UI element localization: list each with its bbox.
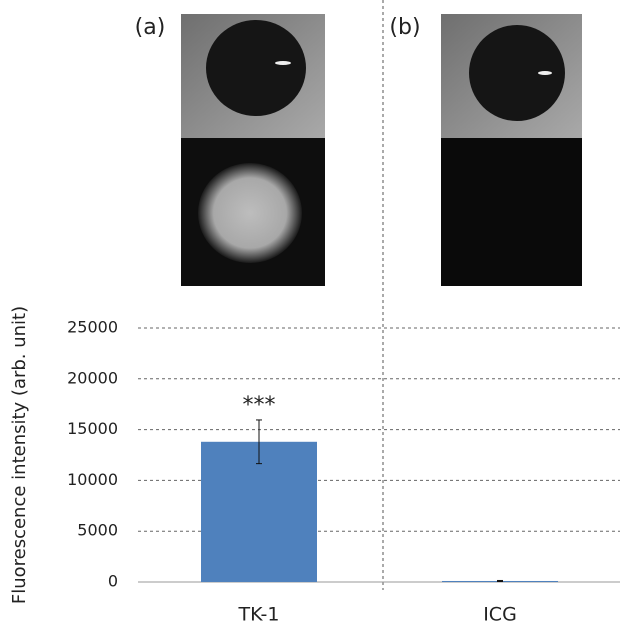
x-tick-label: TK-1 (237, 604, 279, 626)
y-tick-label: 15000 (67, 419, 118, 438)
panel-label: (a) (135, 15, 166, 40)
image-a (181, 14, 325, 286)
panel-label: (b) (389, 15, 420, 40)
y-axis-label: Fluorescence intensity (arb. unit) (9, 306, 30, 604)
y-tick-label: 20000 (67, 368, 118, 387)
x-tick-label: ICG (483, 604, 517, 626)
y-tick-label: 5000 (77, 521, 118, 540)
y-tick-label: 0 (108, 572, 118, 591)
y-tick-label: 25000 (67, 318, 118, 337)
image-b (441, 14, 582, 286)
annotation: *** (243, 393, 276, 418)
figure: (a) (b) Fluorescence intensity (arb. uni… (0, 0, 620, 634)
y-tick-label: 10000 (67, 470, 118, 489)
